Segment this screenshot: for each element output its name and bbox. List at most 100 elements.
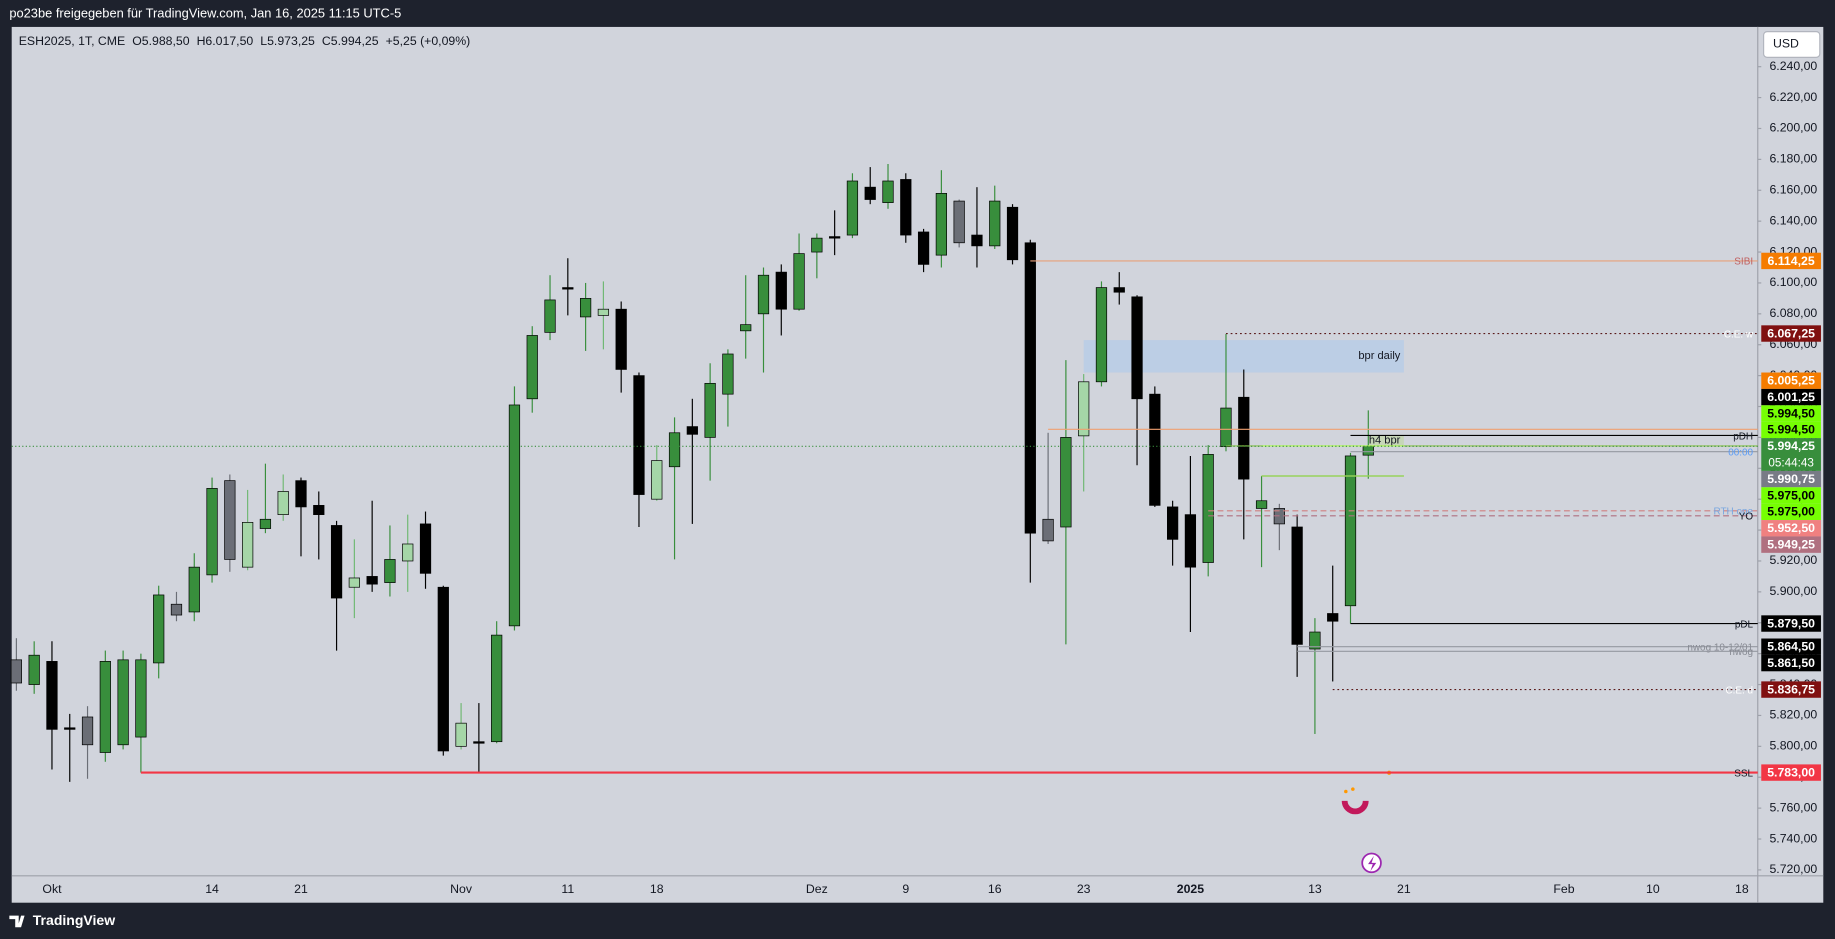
- candle-body: [135, 659, 147, 738]
- candle-body: [704, 382, 716, 438]
- candle-body: [473, 741, 485, 744]
- candle-body: [348, 577, 360, 588]
- candle-body: [1167, 506, 1179, 540]
- candle-body: [740, 324, 752, 332]
- candle-body: [491, 634, 503, 743]
- candle-body: [1024, 242, 1036, 534]
- y-tick-label: 5.720,00: [1769, 862, 1817, 876]
- price-label-box: [1761, 615, 1821, 632]
- last-price-label: 5.994,25: [1767, 439, 1815, 453]
- price-label-box: [1761, 388, 1821, 406]
- level-name: SSL: [1734, 768, 1753, 779]
- level-name: nwog 10-12/01: [1687, 642, 1753, 653]
- x-tick-label: 23: [1077, 882, 1091, 896]
- level-name: pDH: [1733, 431, 1753, 442]
- candle-body: [295, 480, 307, 508]
- candle-body: [668, 432, 681, 468]
- zone-label: bpr daily: [1358, 350, 1400, 362]
- candle-body: [170, 603, 183, 616]
- candle-body: [917, 231, 930, 265]
- y-tick-label: 6.200,00: [1769, 121, 1817, 135]
- candle-body: [1309, 631, 1321, 650]
- y-tick-label: 6.080,00: [1769, 306, 1817, 320]
- price-label: 5.864,50: [1767, 640, 1815, 654]
- price-label: 5.949,25: [1767, 537, 1815, 551]
- candle-body: [544, 299, 556, 333]
- brand: TradingView: [9, 912, 115, 928]
- candle-body: [206, 488, 218, 576]
- level-name: nwog: [1729, 647, 1753, 658]
- x-tick-label: Feb: [1553, 882, 1574, 896]
- price-label: 5.836,75: [1767, 682, 1815, 696]
- candle-body: [10, 659, 23, 684]
- candle-body: [402, 543, 414, 562]
- candle-body: [64, 727, 76, 730]
- level-name: SIBI: [1734, 257, 1753, 268]
- candle-body: [224, 480, 236, 560]
- candle-body: [1042, 518, 1054, 542]
- y-tick-label: 5.740,00: [1769, 831, 1817, 845]
- candle-body: [633, 375, 645, 495]
- y-tick-label: 6.240,00: [1769, 59, 1817, 73]
- x-tick-label: 10: [1646, 882, 1660, 896]
- candle-body: [1184, 514, 1197, 568]
- x-tick-label: 9: [902, 882, 909, 896]
- candle-body: [313, 505, 325, 515]
- level-name: C.E. w: [1724, 329, 1754, 340]
- price-label: 6.067,25: [1767, 326, 1815, 340]
- price-label: 5.975,00: [1767, 488, 1815, 502]
- candle-body: [384, 559, 396, 583]
- candle-body: [757, 274, 770, 315]
- candle-body: [882, 180, 894, 203]
- candle-body: [775, 271, 787, 310]
- time-axis: [11, 875, 1824, 903]
- x-tick-label: 21: [294, 882, 308, 896]
- candle-body: [455, 722, 467, 747]
- candle-body: [651, 460, 663, 500]
- x-tick-label: 18: [1735, 882, 1749, 896]
- candle-body: [829, 236, 841, 239]
- y-tick-label: 6.140,00: [1769, 213, 1817, 227]
- price-label: 5.783,00: [1767, 765, 1815, 779]
- x-tick-label: 18: [650, 882, 664, 896]
- candle-body: [526, 335, 538, 400]
- price-label: 6.114,25: [1768, 254, 1815, 268]
- candle-body: [989, 200, 1001, 247]
- price-label-box: [1761, 372, 1821, 389]
- candle-body: [811, 237, 823, 253]
- x-tick-label: 11: [561, 882, 574, 896]
- price-label: 5.861,50: [1767, 656, 1815, 670]
- candle-body: [1327, 613, 1339, 622]
- candle-body: [1220, 407, 1232, 448]
- candle-body: [864, 186, 876, 200]
- price-label: 5.994,50: [1767, 423, 1815, 437]
- candle-body: [117, 659, 129, 746]
- x-tick-label: 13: [1308, 882, 1322, 896]
- candle-body: [846, 180, 859, 236]
- last-price-box: [1761, 438, 1821, 471]
- price-label-box: [1761, 520, 1821, 537]
- candle-body: [579, 298, 592, 318]
- candle-body: [686, 426, 698, 435]
- candle-body: [188, 566, 200, 613]
- level-name: RTH ope: [1713, 507, 1753, 518]
- currency-button[interactable]: [1763, 31, 1821, 58]
- legend-symbol: ESH2025, 1T, CME: [19, 34, 125, 48]
- candle-body: [1149, 393, 1161, 506]
- candle-body: [900, 179, 912, 236]
- price-label-box: [1761, 503, 1821, 521]
- alert-icon: [1361, 852, 1382, 874]
- currency-label[interactable]: USD: [1773, 37, 1799, 51]
- candle-body: [81, 716, 94, 746]
- price-label: 5.879,50: [1767, 616, 1815, 630]
- x-tick-label: 14: [205, 882, 219, 896]
- y-tick-label: 5.920,00: [1769, 553, 1817, 567]
- price-label-box: [1761, 325, 1821, 342]
- x-tick-label: Okt: [42, 882, 62, 896]
- y-tick-label: 6.220,00: [1769, 90, 1817, 104]
- price-label: 5.994,50: [1767, 406, 1815, 420]
- price-label-box: [1761, 764, 1821, 781]
- y-tick-label: 5.820,00: [1769, 708, 1817, 722]
- legend-high: H6.017,50: [197, 34, 254, 48]
